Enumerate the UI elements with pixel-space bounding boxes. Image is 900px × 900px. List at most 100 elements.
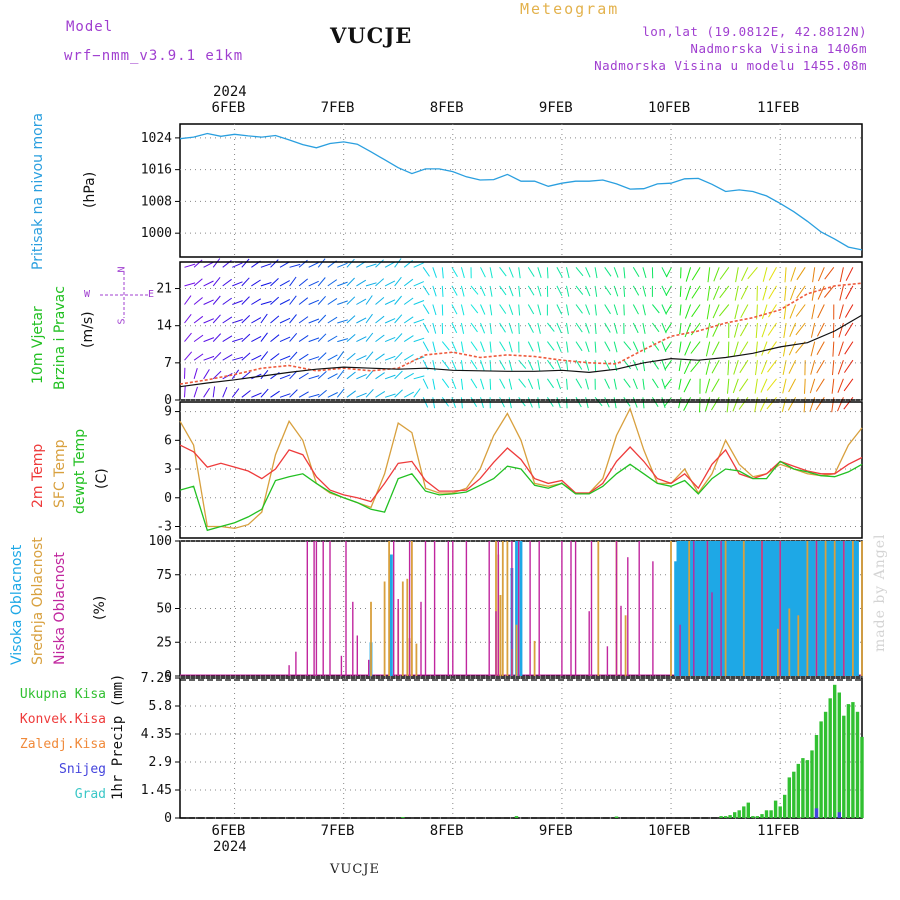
wind-gust-line <box>179 282 863 385</box>
wind-arrow <box>747 266 758 280</box>
wind-arrow <box>604 267 612 277</box>
wind-arrow <box>365 295 373 305</box>
cloud-bar <box>495 541 497 676</box>
wind-arrow <box>527 397 533 408</box>
wind-arrow <box>547 341 555 351</box>
wind-arrow <box>308 299 319 305</box>
wind-arrow <box>664 359 672 370</box>
wind-arrow <box>575 359 583 370</box>
cloud-bar <box>708 541 712 676</box>
compass-arrows <box>100 272 148 318</box>
wind-arrow <box>623 285 626 297</box>
cloud-bar <box>817 541 821 676</box>
wind-ytick-label: 14 <box>156 319 172 334</box>
cloud-bar <box>368 659 370 676</box>
wind-arrow <box>789 285 797 301</box>
cloud-bar <box>806 541 809 676</box>
wind-arrow <box>508 378 513 390</box>
wind-arrow <box>845 267 854 281</box>
wind-arrow <box>232 300 243 305</box>
wind-arrow <box>623 267 626 279</box>
wind-arrow <box>394 351 403 361</box>
wind-arrow <box>356 355 367 361</box>
cloud-label-low: Niska Oblacnost <box>52 552 68 665</box>
wind-arrow <box>441 341 450 351</box>
wind-arrow <box>365 370 374 380</box>
wind-arrow <box>394 295 402 305</box>
wind-arrow <box>403 335 414 343</box>
location-coordinates: lon,lat (19.0812E, 42.8812N) <box>642 24 867 39</box>
cloud-bar <box>406 578 409 676</box>
day-label-bottom: 8FEB <box>429 823 464 839</box>
cloud-unit: (%) <box>92 595 108 620</box>
wind-arrow <box>678 397 682 409</box>
wind-arrow <box>489 304 493 316</box>
wind-arrow <box>727 378 730 394</box>
cloud-bar <box>511 649 513 676</box>
wind-arrow <box>518 359 527 369</box>
wind-arrow <box>732 378 739 394</box>
cloud-bar <box>828 541 832 676</box>
wind-arrow <box>413 356 425 361</box>
wind-arrow <box>816 322 825 337</box>
wind-arrow <box>193 386 198 398</box>
cloud-bar <box>340 655 343 677</box>
wind-arrow <box>308 337 320 343</box>
wind-arrow <box>527 285 535 296</box>
cloud-bar <box>731 541 734 676</box>
wind-arrow <box>432 341 436 353</box>
wind-arrow <box>683 397 692 411</box>
precip-bar <box>719 816 723 818</box>
precip-ytick-label: 7.25 <box>141 671 172 686</box>
wind-arrow <box>613 285 619 297</box>
wind-arrow <box>518 267 521 279</box>
wind-arrow <box>527 359 534 371</box>
wind-arrow <box>460 341 464 353</box>
wind-arrow <box>422 341 429 352</box>
cloud-bar <box>819 541 823 676</box>
wind-arrow <box>844 304 854 318</box>
cloud-bar <box>447 541 449 676</box>
wind-arrow <box>760 360 768 375</box>
wind-arrow <box>735 267 739 283</box>
wind-arrow <box>824 266 835 280</box>
wind-arrow <box>279 317 291 324</box>
wind-arrow <box>811 285 816 301</box>
cloud-bar <box>720 541 722 676</box>
wind-arrow <box>683 378 692 393</box>
wind-arrow <box>683 359 692 375</box>
wind-arrow <box>547 322 555 332</box>
wind-arrow <box>203 299 214 305</box>
wind-arrow <box>251 279 261 287</box>
wind-arrow <box>460 360 464 372</box>
wind-arrow <box>566 285 570 297</box>
pressure-ytick-label: 1008 <box>141 194 172 209</box>
wind-arrow <box>685 267 692 282</box>
wind-arrow <box>298 259 308 268</box>
wind-arrow <box>489 322 492 335</box>
wind-arrow <box>241 296 250 305</box>
cloud-bar <box>638 541 640 676</box>
wind-arrow <box>810 322 816 338</box>
wind-arrow <box>651 378 659 389</box>
wind-arrow <box>817 267 825 282</box>
wind-arrow <box>441 285 444 297</box>
station-altitude: Nadmorska Visina 1406m <box>690 41 867 56</box>
wind-arrow <box>480 360 485 371</box>
wind-arrow <box>838 322 844 338</box>
cloud-bar <box>822 541 825 676</box>
wind-arrow <box>241 277 250 287</box>
wind-arrow <box>470 397 478 408</box>
wind-arrow <box>575 397 582 408</box>
precip-bar <box>833 684 837 818</box>
wind-arrow <box>451 322 458 334</box>
wind-arrow <box>762 267 768 282</box>
wind-arrow <box>289 314 297 324</box>
wind-arrow <box>403 260 414 268</box>
wind-arrow <box>403 391 415 398</box>
wind-arrow <box>279 393 291 398</box>
wind-arrow <box>839 267 844 283</box>
wind-arrow <box>460 304 465 316</box>
wind-arrow <box>184 386 186 398</box>
wind-arrow <box>739 359 749 374</box>
